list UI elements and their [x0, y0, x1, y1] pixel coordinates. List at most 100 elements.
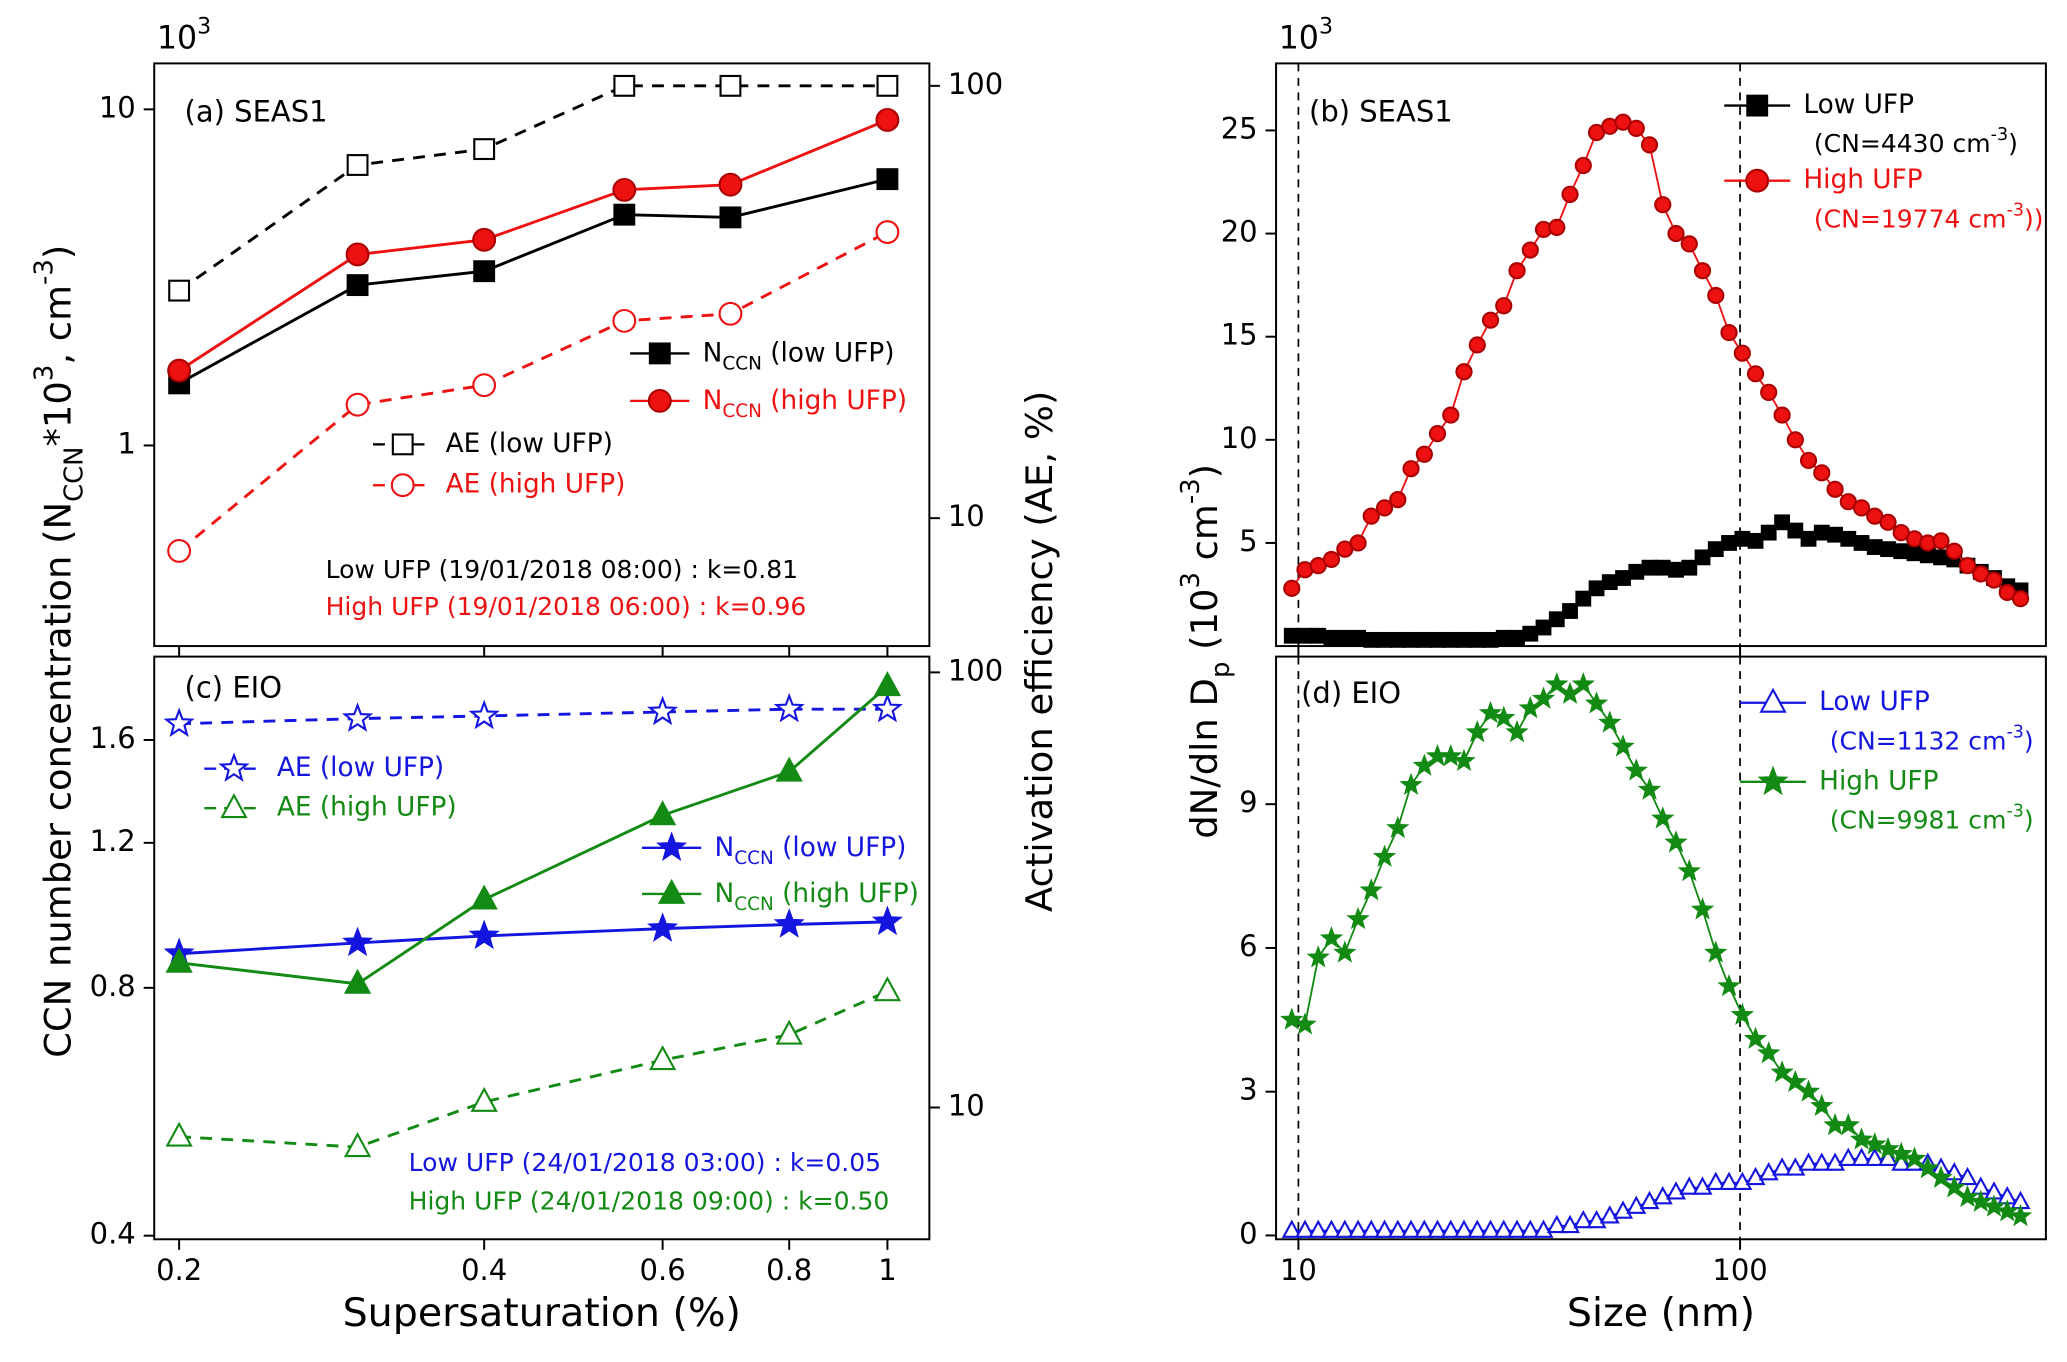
marker — [1361, 1219, 1382, 1238]
marker — [345, 242, 370, 267]
text-part: ) — [2024, 805, 2034, 834]
marker — [167, 358, 192, 383]
marker — [1878, 1147, 1899, 1166]
marker — [1891, 1152, 1912, 1171]
marker — [1627, 119, 1645, 137]
marker — [1376, 631, 1393, 648]
x-tick-label: 0.4 — [461, 1253, 507, 1287]
marker — [1880, 541, 1896, 558]
marker — [873, 671, 902, 697]
marker — [1297, 627, 1313, 644]
marker — [1628, 563, 1645, 580]
marker — [1893, 543, 1910, 560]
x-tick-label: 0.8 — [766, 1253, 812, 1287]
annotation: (d) EIO — [1301, 676, 1401, 710]
text-part: N — [703, 338, 723, 368]
marker — [468, 699, 500, 730]
marker — [1322, 550, 1341, 569]
y-tick-label: 1 — [117, 426, 135, 460]
legend-note: (CN=1132 cm-3) — [1830, 722, 2034, 755]
marker — [168, 279, 191, 302]
marker — [1985, 571, 2003, 589]
text-part: N — [714, 832, 734, 862]
marker — [1415, 445, 1433, 463]
legend-label: NCCN (high UFP) — [714, 878, 918, 914]
marker — [1346, 906, 1370, 930]
legend-label: AE (low UFP) — [277, 753, 444, 783]
text-part: ) — [1183, 464, 1226, 478]
marker — [876, 168, 899, 191]
legend-marker — [1746, 94, 1769, 117]
marker — [1348, 1219, 1369, 1238]
marker — [1717, 974, 1741, 997]
marker — [1654, 559, 1671, 576]
marker — [871, 692, 903, 723]
marker — [612, 177, 637, 202]
text-part: 3 — [1176, 572, 1206, 588]
marker — [1402, 460, 1420, 478]
marker — [1849, 1127, 1874, 1150]
text-part: (CN=4430 cm — [1814, 129, 1991, 158]
marker — [1810, 1093, 1834, 1116]
y-tick-label: 3 — [1239, 1073, 1257, 1107]
marker — [1694, 549, 1711, 566]
marker — [1375, 499, 1394, 517]
legend-label: High UFP — [1803, 165, 1922, 195]
marker — [1482, 631, 1499, 648]
marker — [1693, 262, 1712, 280]
series-line — [178, 84, 888, 292]
marker — [1571, 672, 1595, 695]
text-part: -3 — [2006, 801, 2023, 821]
marker — [1455, 363, 1473, 381]
legend-marker — [1759, 687, 1787, 713]
marker — [1372, 844, 1397, 867]
y-tick-label: 15 — [1221, 318, 1258, 352]
text-part: *10 — [36, 381, 79, 446]
marker — [1760, 524, 1777, 541]
marker — [1651, 806, 1675, 829]
y-tick-label: 10 — [99, 90, 136, 124]
marker — [1719, 1171, 1740, 1190]
marker — [1721, 535, 1737, 551]
marker — [1558, 681, 1582, 704]
marker — [773, 908, 805, 938]
marker — [1932, 532, 1950, 550]
legend-label: Low UFP — [1819, 687, 1930, 717]
marker — [1995, 1199, 2019, 1222]
marker — [1507, 1219, 1528, 1238]
text-part: CCN — [722, 400, 762, 421]
text-part: (low UFP) — [774, 832, 907, 862]
axis-multiplier: 103 — [1279, 13, 1333, 56]
marker — [718, 301, 743, 326]
marker — [1293, 1012, 1317, 1035]
text-part: ) — [36, 245, 79, 259]
marker — [1467, 1219, 1488, 1238]
series-line — [178, 118, 888, 372]
marker — [1508, 262, 1526, 280]
marker — [1889, 1141, 1913, 1164]
marker — [1787, 522, 1804, 539]
y-tick-label: 20 — [1221, 215, 1258, 249]
legend-label: NCCN (high UFP) — [703, 385, 907, 421]
marker — [1668, 561, 1684, 578]
text-part: (10 — [1183, 589, 1226, 662]
marker — [1545, 672, 1569, 695]
marker — [1588, 580, 1605, 597]
marker — [1637, 777, 1662, 800]
marker — [1280, 1007, 1304, 1030]
y-tick-label: 0 — [1239, 1216, 1257, 1250]
marker — [472, 227, 497, 252]
marker — [1906, 545, 1923, 562]
legend-marker — [647, 388, 672, 413]
marker — [647, 695, 679, 726]
axis-multiplier: 103 — [157, 13, 211, 56]
marker — [1800, 530, 1817, 547]
marker — [1399, 772, 1423, 795]
marker — [1667, 224, 1685, 243]
marker — [1866, 539, 1883, 555]
marker — [1640, 136, 1659, 154]
y-tick-label: 25 — [1221, 111, 1258, 145]
marker — [1493, 1219, 1514, 1238]
y-tick-label: 1.2 — [90, 824, 136, 858]
